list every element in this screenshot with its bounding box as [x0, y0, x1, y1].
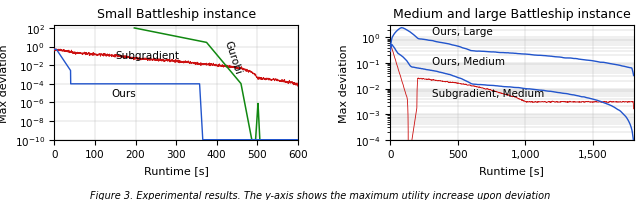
- Text: Figure 3. Experimental results. The y-axis shows the maximum utility increase up: Figure 3. Experimental results. The y-ax…: [90, 190, 550, 200]
- Text: Subgradient, Medium: Subgradient, Medium: [432, 89, 545, 99]
- Y-axis label: Max deviation: Max deviation: [0, 44, 9, 122]
- Text: Ours: Ours: [111, 88, 136, 98]
- X-axis label: Runtime [s]: Runtime [s]: [143, 165, 209, 175]
- X-axis label: Runtime [s]: Runtime [s]: [479, 165, 545, 175]
- Y-axis label: Max deviation: Max deviation: [339, 44, 349, 122]
- Text: Ours, Medium: Ours, Medium: [432, 57, 505, 67]
- Text: Ours, Large: Ours, Large: [432, 27, 493, 37]
- Title: Small Battleship instance: Small Battleship instance: [97, 8, 255, 21]
- Text: Gurobi: Gurobi: [223, 39, 243, 75]
- Title: Medium and large Battleship instance: Medium and large Battleship instance: [393, 8, 631, 21]
- Text: Subgradient: Subgradient: [115, 51, 179, 61]
